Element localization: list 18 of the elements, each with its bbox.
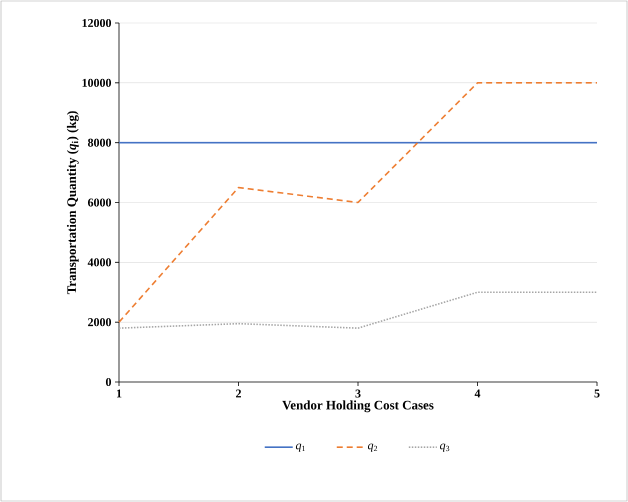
y-tick-label: 6000	[88, 198, 112, 207]
y-tick-label: 8000	[88, 138, 112, 147]
y-tick-label: 12000	[82, 18, 112, 28]
line-series	[118, 82, 598, 323]
legend-label: q$_{1}$	[296, 444, 306, 452]
y-tick-label: 0	[106, 378, 112, 386]
x-tick-label: 4	[474, 390, 480, 398]
legend-label: q$_{3}$	[440, 444, 450, 452]
x-tick-label: 5	[594, 390, 600, 398]
y-tick-label: 2000	[88, 318, 112, 326]
x-tick-label: 3	[355, 390, 361, 398]
y-axis-title: Transportation Quantity (q$_{i}$) (kg)	[66, 111, 79, 294]
y-tick-label: 4000	[88, 258, 112, 266]
x-tick-label: 1	[116, 390, 122, 398]
y-tick-label: 10000	[82, 78, 112, 87]
x-axis-title: Vendor Holding Cost Cases	[282, 400, 434, 412]
legend-label: q$_{2}$	[368, 444, 378, 452]
x-tick-label: 2	[236, 390, 241, 398]
